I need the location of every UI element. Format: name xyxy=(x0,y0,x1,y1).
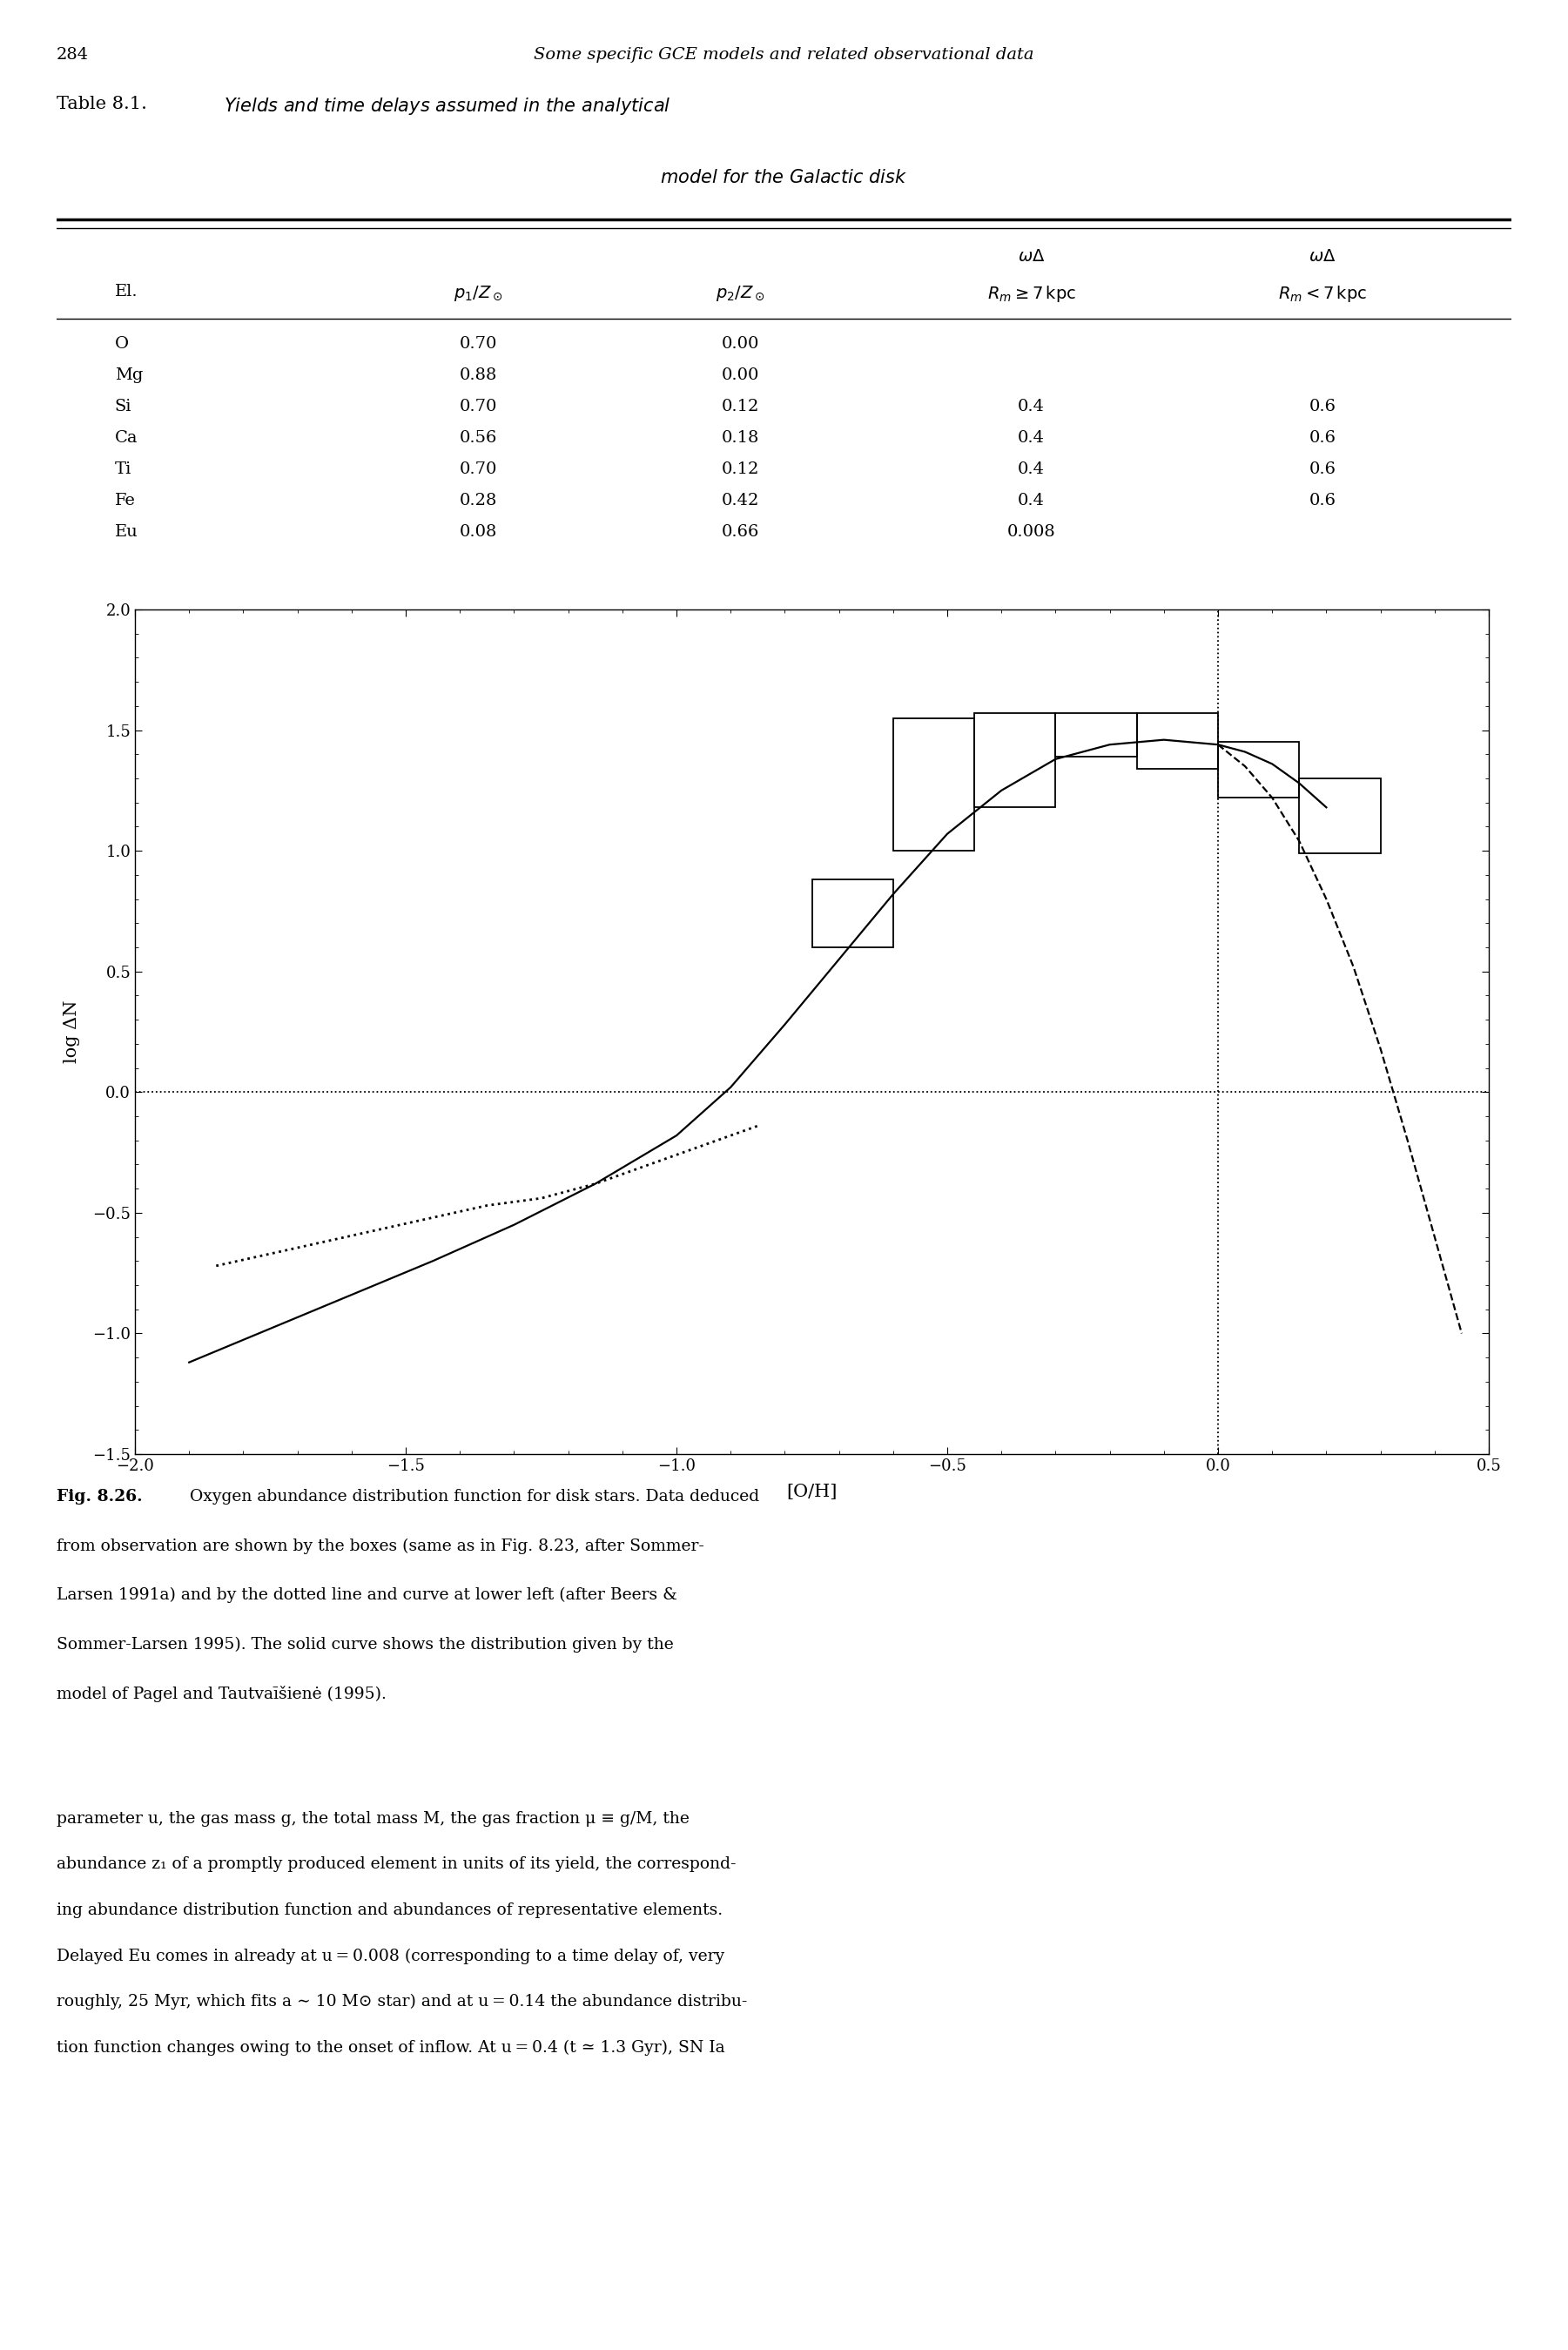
Text: Ca: Ca xyxy=(114,430,138,446)
Text: Fig. 8.26.: Fig. 8.26. xyxy=(56,1490,143,1504)
Text: 0.6: 0.6 xyxy=(1309,494,1336,508)
Text: 0.18: 0.18 xyxy=(721,430,759,446)
Text: 0.70: 0.70 xyxy=(459,336,497,353)
Text: $R_m < 7\,\mathrm{kpc}$: $R_m < 7\,\mathrm{kpc}$ xyxy=(1278,284,1367,303)
Text: Mg: Mg xyxy=(114,367,143,383)
Text: 284: 284 xyxy=(56,47,89,61)
Text: Table 8.1.: Table 8.1. xyxy=(56,96,147,113)
Text: $p_2/Z_\odot$: $p_2/Z_\odot$ xyxy=(717,284,765,303)
Text: $\mathit{model\ for\ the\ Galactic\ disk}$: $\mathit{model\ for\ the\ Galactic\ disk… xyxy=(660,169,908,186)
Text: Si: Si xyxy=(114,400,132,414)
Text: 0.008: 0.008 xyxy=(1007,524,1055,541)
Text: Eu: Eu xyxy=(114,524,138,541)
Bar xyxy=(974,714,1055,808)
Text: 0.42: 0.42 xyxy=(721,494,759,508)
Text: abundance z₁ of a promptly produced element in units of its yield, the correspon: abundance z₁ of a promptly produced elem… xyxy=(56,1857,735,1873)
Text: from observation are shown by the boxes (same as in Fig. 8.23, after Sommer-: from observation are shown by the boxes … xyxy=(56,1539,704,1553)
Bar xyxy=(1300,778,1380,853)
Text: 0.28: 0.28 xyxy=(459,494,497,508)
Text: Some specific GCE models and related observational data: Some specific GCE models and related obs… xyxy=(535,47,1033,61)
Text: 0.6: 0.6 xyxy=(1309,461,1336,477)
Text: 0.12: 0.12 xyxy=(721,400,759,414)
Text: $\omega\Delta$: $\omega\Delta$ xyxy=(1018,249,1044,266)
Bar xyxy=(812,879,894,947)
Bar xyxy=(1218,743,1300,797)
Text: 0.6: 0.6 xyxy=(1309,400,1336,414)
Text: 0.66: 0.66 xyxy=(721,524,759,541)
Text: 0.4: 0.4 xyxy=(1018,461,1044,477)
Text: 0.00: 0.00 xyxy=(721,336,759,353)
Text: 0.70: 0.70 xyxy=(459,461,497,477)
Text: $R_m \geq 7\,\mathrm{kpc}$: $R_m \geq 7\,\mathrm{kpc}$ xyxy=(986,284,1076,303)
Text: Fe: Fe xyxy=(114,494,135,508)
Text: Sommer-Larsen 1995). The solid curve shows the distribution given by the: Sommer-Larsen 1995). The solid curve sho… xyxy=(56,1636,674,1652)
Text: 0.4: 0.4 xyxy=(1018,400,1044,414)
Text: Oxygen abundance distribution function for disk stars. Data deduced: Oxygen abundance distribution function f… xyxy=(185,1490,759,1504)
Text: 0.08: 0.08 xyxy=(459,524,497,541)
Text: 0.12: 0.12 xyxy=(721,461,759,477)
Text: Larsen 1991a) and by the dotted line and curve at lower left (after Beers &: Larsen 1991a) and by the dotted line and… xyxy=(56,1586,677,1603)
X-axis label: [O/H]: [O/H] xyxy=(787,1483,837,1499)
Bar xyxy=(1055,714,1137,757)
Text: model of Pagel and Tautvaīšienė (1995).: model of Pagel and Tautvaīšienė (1995). xyxy=(56,1685,386,1701)
Text: 0.4: 0.4 xyxy=(1018,494,1044,508)
Text: Delayed Eu comes in already at u = 0.008 (corresponding to a time delay of, very: Delayed Eu comes in already at u = 0.008… xyxy=(56,1948,724,1965)
Text: $\omega\Delta$: $\omega\Delta$ xyxy=(1309,249,1336,266)
Bar xyxy=(894,719,974,851)
Text: roughly, 25 Myr, which fits a ∼ 10 M⊙ star) and at u = 0.14 the abundance distri: roughly, 25 Myr, which fits a ∼ 10 M⊙ st… xyxy=(56,1993,748,2009)
Text: tion function changes owing to the onset of inflow. At u = 0.4 (t ≃ 1.3 Gyr), SN: tion function changes owing to the onset… xyxy=(56,2040,724,2056)
Text: 0.00: 0.00 xyxy=(721,367,759,383)
Text: El.: El. xyxy=(114,284,138,298)
Text: $\mathit{Yields\ and\ time\ delays\ assumed\ in\ the\ analytical}$: $\mathit{Yields\ and\ time\ delays\ assu… xyxy=(224,96,671,118)
Text: O: O xyxy=(114,336,129,353)
Text: parameter u, the gas mass g, the total mass M, the gas fraction μ ≡ g/M, the: parameter u, the gas mass g, the total m… xyxy=(56,1812,690,1826)
Text: $p_1/Z_\odot$: $p_1/Z_\odot$ xyxy=(455,284,503,303)
Bar xyxy=(1137,714,1218,768)
Text: 0.56: 0.56 xyxy=(459,430,497,446)
Text: 0.70: 0.70 xyxy=(459,400,497,414)
Y-axis label: log ΔN: log ΔN xyxy=(64,1001,80,1062)
Text: ing abundance distribution function and abundances of representative elements.: ing abundance distribution function and … xyxy=(56,1904,723,1918)
Text: 0.4: 0.4 xyxy=(1018,430,1044,446)
Text: Ti: Ti xyxy=(114,461,132,477)
Text: 0.88: 0.88 xyxy=(459,367,497,383)
Text: 0.6: 0.6 xyxy=(1309,430,1336,446)
